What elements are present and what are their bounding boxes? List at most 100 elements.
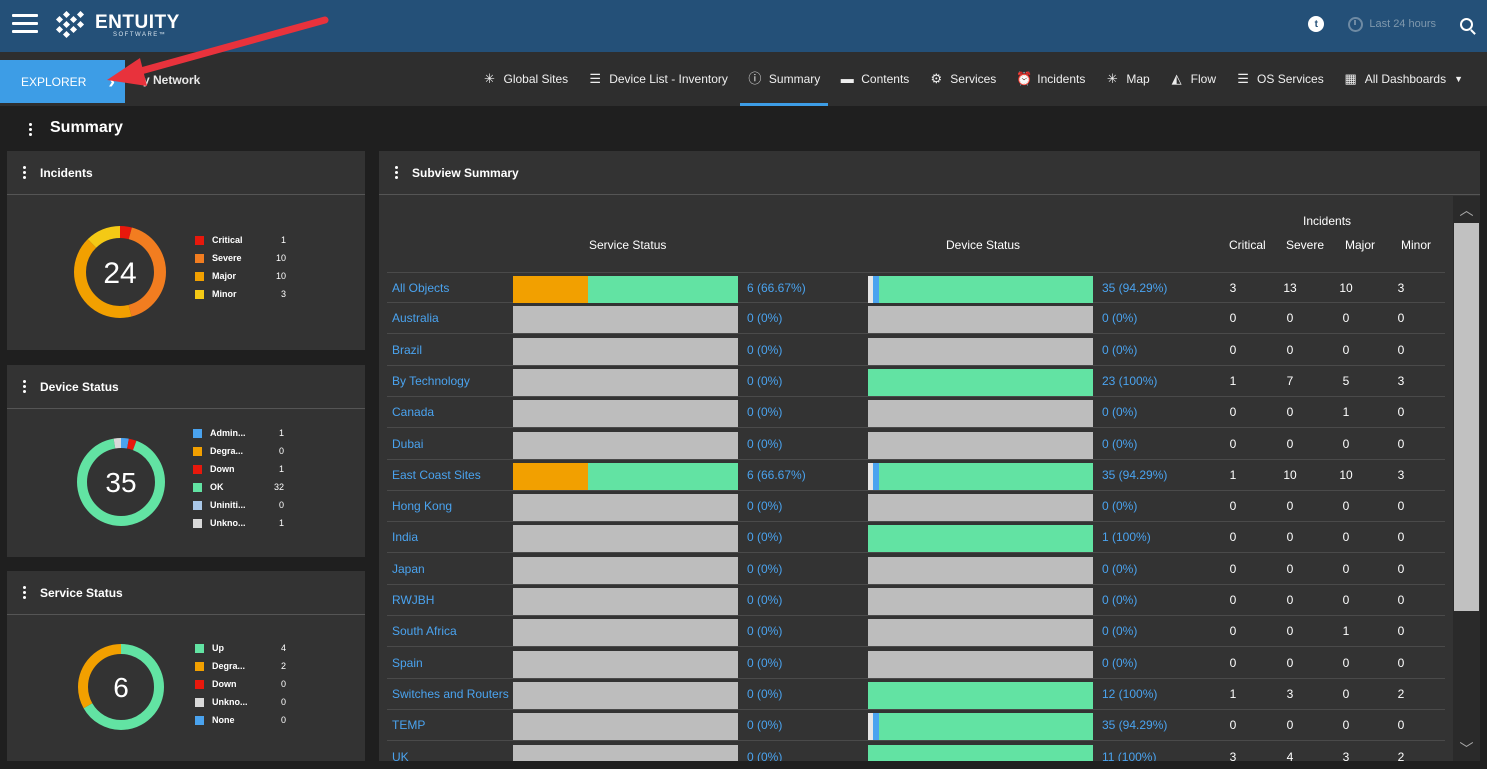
incident-count-minor[interactable]: 0 [1397, 436, 1405, 451]
service-status-bar[interactable] [513, 462, 738, 490]
service-status-bar[interactable] [513, 619, 738, 647]
service-status-value[interactable]: 0 (0%) [747, 655, 783, 670]
table-row[interactable]: Dubai 0 (0%) 0 (0%) 0 0 0 0 [387, 429, 1445, 460]
device-status-value[interactable]: 0 (0%) [1102, 593, 1138, 607]
incident-count-minor[interactable]: 0 [1397, 311, 1405, 326]
service-status-bar[interactable] [513, 400, 738, 428]
legend-item[interactable]: None 0 [195, 711, 286, 729]
table-row[interactable]: Spain 0 (0%) 0 (0%) 0 0 0 0 [387, 648, 1445, 679]
tab-all-dashboards[interactable]: ▦ All Dashboards ▼ [1334, 52, 1473, 106]
panel-menu-icon[interactable] [23, 380, 27, 395]
table-row[interactable]: East Coast Sites 6 (66.67%) 35 (94.29%) 1 10… [387, 460, 1445, 491]
service-status-value[interactable]: 6 (66.67%) [747, 467, 806, 482]
incident-count-severe[interactable]: 4 [1286, 749, 1294, 762]
incident-count-major[interactable]: 0 [1342, 530, 1350, 545]
donut-slice-minor[interactable] [74, 226, 166, 318]
service-status-value[interactable]: 0 (0%) [747, 593, 783, 607]
incident-count-minor[interactable]: 2 [1397, 749, 1405, 762]
incident-count-major[interactable]: 0 [1342, 593, 1350, 607]
device-status-value[interactable]: 35 (94.29%) [1102, 718, 1168, 733]
table-row[interactable]: South Africa 0 (0%) 0 (0%) 0 0 1 0 [387, 616, 1445, 648]
incident-count-critical[interactable]: 1 [1229, 686, 1237, 701]
service-status-bar[interactable] [513, 588, 738, 615]
incident-count-severe[interactable]: 10 [1283, 467, 1297, 482]
donut-slice-unkno[interactable] [77, 438, 165, 526]
service-status-bar[interactable] [513, 681, 738, 709]
scroll-down-icon[interactable]: ﹀ [1459, 741, 1474, 757]
service-status-value[interactable]: 0 (0%) [747, 342, 783, 357]
device-status-value[interactable]: 0 (0%) [1102, 624, 1138, 639]
device-status-value[interactable]: 1 (100%) [1102, 530, 1151, 545]
legend-item[interactable]: Unkno... 1 [193, 514, 284, 532]
service-status-bar[interactable] [513, 337, 738, 365]
incident-count-minor[interactable]: 0 [1397, 624, 1405, 639]
donut-slice-major[interactable] [74, 226, 166, 318]
incident-count-major[interactable]: 0 [1342, 686, 1350, 701]
row-name-link[interactable]: Switches and Routers b [392, 686, 510, 701]
incident-count-minor[interactable]: 3 [1397, 467, 1405, 482]
device-status-bar[interactable] [868, 650, 1093, 678]
service-status-value[interactable]: 6 (66.67%) [747, 281, 806, 295]
device-status-bar[interactable] [868, 306, 1093, 334]
service-status-value[interactable]: 0 (0%) [747, 499, 783, 514]
device-status-bar[interactable] [868, 337, 1093, 365]
device-status-value[interactable]: 0 (0%) [1102, 342, 1138, 357]
incident-count-severe[interactable]: 0 [1286, 436, 1294, 451]
service-status-bar[interactable] [513, 650, 738, 678]
incident-count-critical[interactable]: 3 [1229, 281, 1237, 295]
legend-item[interactable]: Down 1 [193, 460, 284, 478]
incident-count-minor[interactable]: 0 [1397, 342, 1405, 357]
scroll-up-icon[interactable]: ︿ [1459, 202, 1474, 218]
hamburger-menu-icon[interactable] [12, 14, 38, 34]
incident-count-minor[interactable]: 0 [1397, 593, 1405, 607]
incident-count-severe[interactable]: 0 [1286, 593, 1294, 607]
service-status-bar[interactable] [513, 306, 738, 334]
table-row[interactable]: Hong Kong 0 (0%) 0 (0%) 0 0 0 0 [387, 491, 1445, 523]
incident-count-critical[interactable]: 0 [1229, 311, 1237, 326]
incident-count-minor[interactable]: 0 [1397, 530, 1405, 545]
incident-count-critical[interactable]: 1 [1229, 467, 1237, 482]
device-status-value[interactable]: 35 (94.29%) [1102, 467, 1168, 482]
row-name-link[interactable]: India [392, 530, 419, 545]
device-status-bar[interactable] [868, 431, 1093, 459]
incident-count-minor[interactable]: 0 [1397, 405, 1405, 420]
service-status-bar[interactable] [513, 276, 738, 303]
incident-count-severe[interactable]: 13 [1283, 281, 1297, 295]
legend-item[interactable]: Degra... 0 [193, 442, 284, 460]
device-status-bar[interactable] [868, 713, 1093, 741]
incident-count-minor[interactable]: 2 [1397, 686, 1405, 701]
device-status-bar[interactable] [868, 681, 1093, 709]
table-row[interactable]: Canada 0 (0%) 0 (0%) 0 0 1 0 [387, 397, 1445, 429]
device-status-value[interactable]: 0 (0%) [1102, 311, 1138, 326]
incident-count-major[interactable]: 0 [1342, 718, 1350, 733]
device-status-value[interactable]: 0 (0%) [1102, 655, 1138, 670]
legend-item[interactable]: Severe 10 [195, 249, 286, 267]
table-scrollbar[interactable]: ︿ ﹀ [1453, 196, 1480, 761]
device-status-value[interactable]: 12 (100%) [1102, 686, 1158, 701]
incident-count-major[interactable]: 5 [1342, 373, 1350, 388]
service-status-donut[interactable]: 6 [75, 641, 167, 733]
header-service-status[interactable]: Service Status [589, 238, 667, 252]
service-status-value[interactable]: 0 (0%) [747, 311, 783, 326]
header-minor[interactable]: Minor [1401, 238, 1432, 252]
row-name-link[interactable]: TEMP [392, 718, 426, 733]
device-status-bar[interactable] [868, 368, 1093, 396]
device-status-bar[interactable] [868, 494, 1093, 522]
incident-count-critical[interactable]: 0 [1229, 405, 1237, 420]
row-name-link[interactable]: Hong Kong [392, 499, 453, 514]
incident-count-major[interactable]: 0 [1342, 436, 1350, 451]
service-status-bar[interactable] [513, 556, 738, 584]
table-row[interactable]: Japan 0 (0%) 0 (0%) 0 0 0 0 [387, 554, 1445, 585]
table-row[interactable]: RWJBH 0 (0%) 0 (0%) 0 0 0 0 [387, 585, 1445, 616]
incident-count-minor[interactable]: 0 [1397, 718, 1405, 733]
row-name-link[interactable]: Dubai [392, 436, 424, 451]
header-device-status[interactable]: Device Status [946, 238, 1021, 252]
incident-count-major[interactable]: 1 [1342, 624, 1350, 639]
tab-os-services[interactable]: ☰ OS Services [1226, 52, 1334, 106]
tab-services[interactable]: ⚙ Services [919, 52, 1006, 106]
table-row[interactable]: Brazil 0 (0%) 0 (0%) 0 0 0 0 [387, 335, 1445, 366]
device-status-bar[interactable] [868, 744, 1093, 761]
legend-item[interactable]: Unkno... 0 [195, 693, 286, 711]
incident-count-major[interactable]: 0 [1342, 655, 1350, 670]
table-row[interactable]: UK 0 (0%) 11 (100%) 3 4 3 2 [387, 742, 1445, 762]
